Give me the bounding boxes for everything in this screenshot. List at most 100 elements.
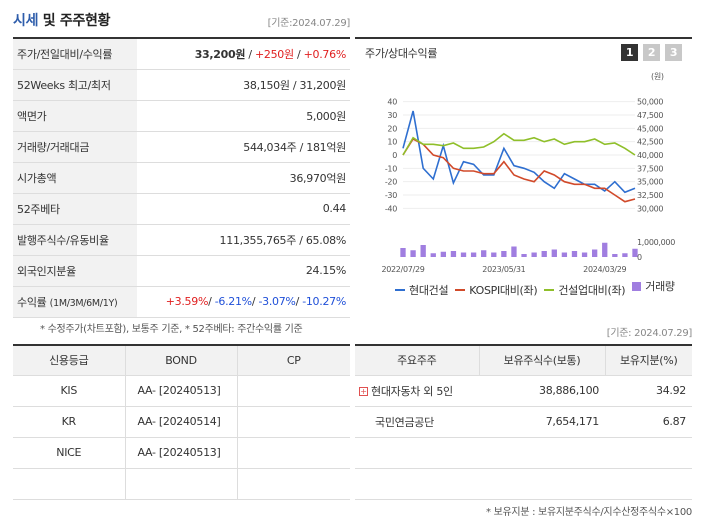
table-row: 수익률 (1M/3M/6M/1Y) +3.59%/ -6.21%/ -3.07%…: [13, 286, 350, 318]
table-row: NICE AA- [20240513]: [13, 437, 350, 469]
bond-cell: [125, 468, 238, 500]
price-change-value: 33,200원 / +250원 / +0.76%: [137, 38, 350, 70]
shareholder-name: 국민연금공단: [355, 406, 479, 438]
row-label: 발행주식수/유동비율: [13, 224, 137, 256]
row-label: 액면가: [13, 100, 137, 132]
price-relative-return-chart: 40 30 20 10 0 -10 -20 -30 -40 (원) 50,000 47,500 45,0…: [381, 72, 675, 274]
row-value: 38,150원 / 31,200원: [137, 69, 350, 101]
row-label: 주가/전일대비/수익률: [13, 38, 137, 70]
volume-tick-label: 0: [637, 253, 642, 262]
y-right-tick-label: 50,000: [637, 98, 663, 107]
y-left-tick-label: 40: [387, 98, 397, 107]
table-row: 발행주식수/유동비율 111,355,765주 / 65.08%: [13, 224, 350, 256]
credit-rating-table: 신용등급 BOND CP KIS AA- [20240513] KR AA- [20…: [13, 344, 350, 500]
y-right-tick-label: 30,000: [637, 204, 663, 213]
column-header: 주요주주: [355, 345, 480, 376]
cp-cell: [237, 468, 350, 500]
expand-plus-icon[interactable]: +: [359, 387, 368, 396]
volume-bar: [561, 252, 568, 257]
y-left-tick-label: 30: [387, 111, 397, 120]
chart-page-2-button[interactable]: 2: [643, 44, 660, 61]
table-header-row: 신용등급 BOND CP: [13, 345, 350, 376]
column-header: BOND: [125, 345, 238, 376]
market-info-table: 주가/전일대비/수익률 33,200원 / +250원 / +0.76% 52W…: [13, 37, 350, 318]
row-value: 24.15%: [137, 255, 350, 287]
agency-cell: NICE: [13, 437, 126, 469]
legend-label: 현대건설: [409, 283, 449, 297]
table-row: 52주베타 0.44: [13, 193, 350, 225]
row-label: 외국인지분율: [13, 255, 137, 287]
volume-bar: [622, 253, 628, 257]
volume-bar: [581, 252, 588, 257]
column-header: 신용등급: [13, 345, 126, 376]
y-right-tick-label: 42,500: [637, 138, 663, 147]
y-left-tick-label: 10: [387, 138, 397, 147]
volume-bar: [400, 248, 406, 257]
return-6m: -3.07%: [258, 295, 296, 308]
cp-cell: [237, 437, 350, 469]
row-value: 111,355,765주 / 65.08%: [137, 224, 350, 256]
series-line: [402, 110, 636, 194]
volume-bar: [521, 254, 527, 257]
y-right-tick-label: 40,000: [637, 151, 663, 160]
return-3m: -6.21%: [214, 295, 252, 308]
legend-item: 현대건설: [395, 283, 449, 298]
share-percent: [605, 437, 692, 469]
shareholder-name: [355, 437, 479, 469]
shares-held: [479, 437, 605, 469]
volume-bar: [551, 249, 557, 257]
legend-swatch: [395, 289, 405, 291]
volume-bar: [511, 246, 517, 257]
bond-cell: AA- [20240513]: [125, 375, 238, 407]
y-right-unit: (원): [651, 72, 664, 81]
chart-page-3-button[interactable]: 3: [665, 44, 682, 61]
returns-value: +3.59%/ -6.21%/ -3.07%/ -10.27%: [137, 286, 350, 318]
table-row: KIS AA- [20240513]: [13, 375, 350, 407]
volume-bar: [430, 253, 436, 257]
chart-title: 주가/상대수익률: [365, 47, 438, 60]
reference-date-2: [기준: 2024.07.29]: [606, 328, 693, 339]
volume-bar: [460, 252, 467, 257]
x-tick-label: 2022/07/29: [381, 265, 424, 274]
y-left-tick-label: -30: [385, 191, 397, 200]
y-left-tick-label: -20: [385, 178, 397, 187]
volume-bar: [501, 251, 507, 257]
shares-held: 7,654,171: [479, 406, 605, 438]
cp-cell: [237, 375, 350, 407]
table-row: 액면가 5,000원: [13, 100, 350, 132]
legend-item: KOSPI대비(좌): [455, 283, 538, 298]
share-percent: 6.87: [605, 406, 692, 438]
y-left-tick-label: -10: [385, 164, 397, 173]
table-row: [355, 437, 692, 469]
y-left-tick-label: 20: [387, 124, 397, 133]
chart-legend: 현대건설 KOSPI대비(좌) 건설업대비(좌) 거래량: [395, 279, 685, 298]
cp-cell: [237, 406, 350, 438]
row-label: 52주베타: [13, 193, 137, 225]
agency-cell: [13, 468, 126, 500]
table-row: 외국인지분율 24.15%: [13, 255, 350, 287]
volume-bar: [571, 251, 578, 257]
row-label: 수익률 (1M/3M/6M/1Y): [13, 286, 137, 318]
column-header: 보유지분(%): [605, 345, 692, 376]
agency-cell: KR: [13, 406, 126, 438]
row-value: 5,000원: [137, 100, 350, 132]
footnote-2: * 보유지분 : 보유지분주식수/지수산정주식수×100: [486, 507, 692, 518]
row-value: 36,970억원: [137, 162, 350, 194]
legend-label: KOSPI대비(좌): [469, 283, 538, 297]
reference-date: [기준:2024.07.29]: [267, 18, 351, 29]
volume-bar: [531, 252, 537, 257]
chart-page-1-button[interactable]: 1: [621, 44, 638, 61]
table-row: 52Weeks 최고/최저 38,150원 / 31,200원: [13, 69, 350, 101]
row-label: 시가총액: [13, 162, 137, 194]
return-1y: -10.27%: [302, 295, 346, 308]
bond-cell: AA- [20240513]: [125, 437, 238, 469]
volume-bar: [612, 254, 618, 257]
column-header: 보유주식수(보통): [479, 345, 606, 376]
row-value: 0.44: [137, 193, 350, 225]
volume-bar: [450, 251, 457, 257]
volume-bar: [410, 250, 416, 257]
legend-label: 거래량: [645, 280, 675, 293]
table-row: 거래량/거래대금 544,034주 / 181억원: [13, 131, 350, 163]
price-change: +250원: [254, 47, 294, 61]
volume-bar: [420, 245, 426, 257]
